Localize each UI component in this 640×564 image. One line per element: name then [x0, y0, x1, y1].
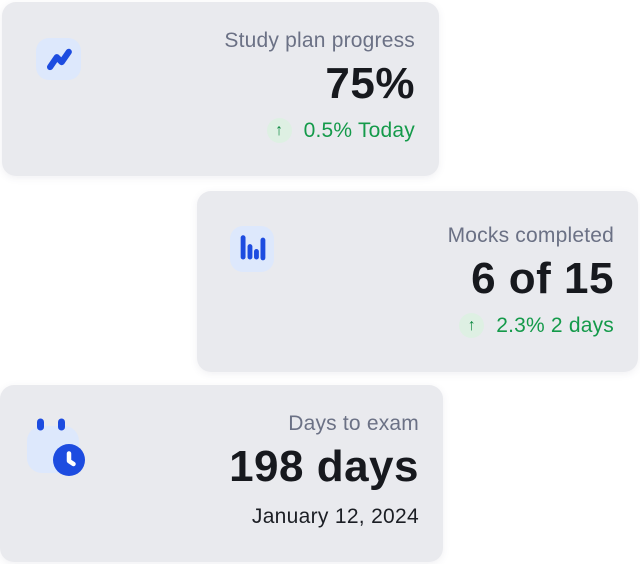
card-value: 6 of 15 — [471, 254, 614, 303]
card-title: Mocks completed — [447, 224, 614, 247]
card-study-plan-progress: Study plan progress 75% ↑ 0.5% Today — [2, 2, 439, 176]
arrow-up-icon: ↑ — [459, 313, 485, 339]
card-mocks-completed: Mocks completed 6 of 15 ↑ 2.3% 2 days — [197, 191, 638, 372]
card-value: 75% — [325, 59, 415, 108]
card-value: 198 days — [229, 442, 419, 491]
trending-up-icon — [36, 38, 81, 80]
bar-chart-icon — [230, 226, 274, 272]
card-delta: ↑ 0.5% Today — [266, 118, 415, 144]
calendar-clock-icon — [27, 415, 97, 479]
card-subtext: January 12, 2024 — [251, 505, 419, 529]
card-title: Study plan progress — [224, 29, 415, 52]
arrow-up-icon: ↑ — [266, 118, 292, 144]
card-delta: ↑ 2.3% 2 days — [459, 313, 614, 339]
card-days-to-exam: Days to exam 198 days January 12, 2024 — [0, 385, 443, 562]
delta-text: 0.5% Today — [303, 118, 415, 142]
card-title: Days to exam — [288, 412, 419, 435]
delta-text: 2.3% 2 days — [496, 313, 614, 337]
